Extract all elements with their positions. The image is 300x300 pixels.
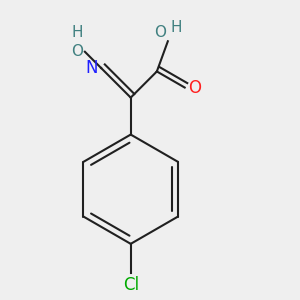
- Text: H: H: [71, 25, 82, 40]
- Text: H: H: [170, 20, 182, 35]
- Text: O: O: [188, 79, 201, 97]
- Text: N: N: [85, 59, 98, 77]
- Text: O: O: [71, 44, 83, 59]
- Text: O: O: [154, 25, 166, 40]
- Text: Cl: Cl: [123, 276, 139, 294]
